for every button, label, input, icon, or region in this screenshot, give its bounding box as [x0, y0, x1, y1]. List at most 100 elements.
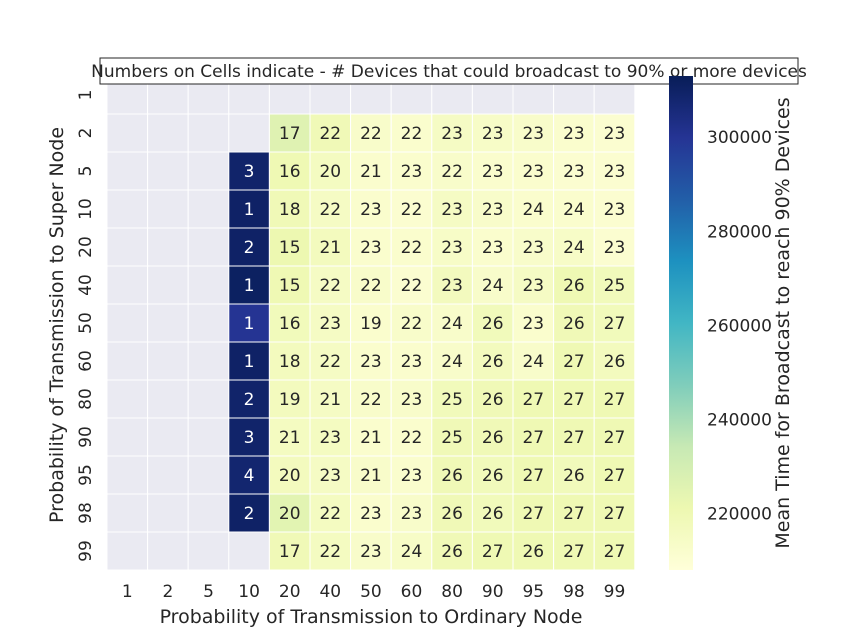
x-tick-label: 10: [238, 582, 260, 602]
cell-annotation: 23: [604, 200, 626, 220]
cell-annotation: 23: [319, 314, 341, 334]
heatmap-cell: [390, 455, 433, 495]
heatmap-cell: [228, 303, 270, 343]
heatmap-cell: [187, 493, 230, 533]
heatmap-cell: [553, 531, 595, 571]
colorbar-tick-label: 220000: [707, 505, 772, 525]
cell-annotation: 21: [279, 428, 301, 448]
heatmap-cell: [268, 493, 311, 533]
heatmap-cell: [228, 265, 270, 305]
heatmap-cell: [593, 189, 636, 229]
y-tick-label: 40: [76, 274, 96, 296]
cell-annotation: 24: [441, 314, 463, 334]
heatmap-cell: [350, 113, 392, 153]
cell-annotation: 21: [360, 428, 382, 448]
cell-annotation: 23: [522, 276, 544, 296]
heatmap-cell: [471, 417, 514, 457]
cell-annotation: 21: [360, 162, 382, 182]
x-tick-label: 95: [522, 582, 544, 602]
heatmap-cell: [593, 265, 636, 305]
cell-annotation: 26: [441, 504, 463, 524]
heatmap-cell: [106, 113, 149, 153]
heatmap-cell: [187, 417, 230, 457]
heatmap-cell: [147, 151, 189, 191]
heatmap-cell: [431, 265, 473, 305]
heatmap-cell: [512, 379, 555, 419]
cell-annotation: 27: [563, 504, 585, 524]
heatmap-cell: [553, 227, 595, 267]
cell-annotation: 27: [482, 542, 504, 562]
heatmap-cell: [593, 455, 636, 495]
heatmap-cell: [593, 113, 636, 153]
chart-title-box: Numbers on Cells indicate - # Devices th…: [91, 57, 807, 85]
heatmap-cell: [471, 531, 514, 571]
y-tick-label: 5: [76, 166, 96, 177]
y-tick-labels: 1 2 5 10 20 40 50 60 80 90 95 98 99: [76, 90, 96, 562]
cell-annotation: 23: [441, 200, 463, 220]
heatmap-cell: [350, 531, 392, 571]
heatmap-cell: [471, 189, 514, 229]
cell-annotation: 26: [563, 466, 585, 486]
cell-annotation: 26: [441, 466, 463, 486]
heatmap-cell: [228, 113, 270, 153]
heatmap-cell: [390, 265, 433, 305]
cell-annotation: 22: [401, 238, 423, 258]
cell-annotation: 4: [244, 466, 255, 486]
heatmap-cell: [187, 303, 230, 343]
cell-annotation: 18: [279, 200, 301, 220]
cell-annotation: 23: [482, 238, 504, 258]
cell-annotation: 27: [604, 428, 626, 448]
cell-annotation: 17: [279, 542, 301, 562]
cell-annotation: 20: [279, 504, 301, 524]
cell-annotation: 26: [482, 428, 504, 448]
cell-annotation: 15: [279, 276, 301, 296]
heatmap-cell: [471, 265, 514, 305]
y-axis-label: Probability of Transmission to Super Nod…: [46, 127, 68, 523]
cell-annotation: 22: [401, 276, 423, 296]
heatmap-cell: [593, 303, 636, 343]
cell-annotation: 23: [563, 124, 585, 144]
heatmap-cell: [106, 417, 149, 457]
x-tick-label: 80: [441, 582, 463, 602]
y-tick-label: 50: [76, 312, 96, 334]
cell-annotation: 22: [319, 200, 341, 220]
heatmap-cell: [309, 379, 352, 419]
heatmap-cell: [228, 341, 270, 381]
heatmap-cell: [187, 113, 230, 153]
cell-annotation: 23: [482, 162, 504, 182]
cell-annotation: 25: [441, 390, 463, 410]
cell-annotation: 24: [441, 352, 463, 372]
cell-annotation: 23: [319, 466, 341, 486]
cell-annotation: 22: [319, 276, 341, 296]
cell-annotation: 27: [604, 466, 626, 486]
cell-annotation: 26: [482, 352, 504, 372]
heatmap-cell: [390, 531, 433, 571]
heatmap-cell: [268, 113, 311, 153]
heatmap-cell: [228, 455, 270, 495]
cell-annotation: 22: [401, 428, 423, 448]
colorbar-tick-label: 300000: [707, 128, 772, 148]
heatmap-cell: [390, 493, 433, 533]
cell-annotation: 26: [482, 314, 504, 334]
cell-annotation: 27: [604, 314, 626, 334]
heatmap-cell: [268, 303, 311, 343]
cell-annotation: 23: [401, 390, 423, 410]
cell-annotation: 26: [604, 352, 626, 372]
cell-annotation: 22: [319, 504, 341, 524]
heatmap-cell: [106, 265, 149, 305]
heatmap-cell: [512, 417, 555, 457]
cell-annotation: 27: [563, 428, 585, 448]
heatmap-cell: [553, 493, 595, 533]
heatmap-cell: [228, 493, 270, 533]
heatmap-cell: [431, 189, 473, 229]
cell-annotation: 27: [563, 352, 585, 372]
cell-annotation: 23: [522, 314, 544, 334]
heatmap-cell: [106, 151, 149, 191]
heatmap-cell: [431, 113, 473, 153]
heatmap-cell: [309, 113, 352, 153]
cell-annotation: 25: [441, 428, 463, 448]
heatmap-cell: [187, 531, 230, 571]
colorbar-label: Mean Time for Broadcast to reach 90% Dev…: [772, 97, 794, 548]
cell-annotation: 23: [441, 276, 463, 296]
